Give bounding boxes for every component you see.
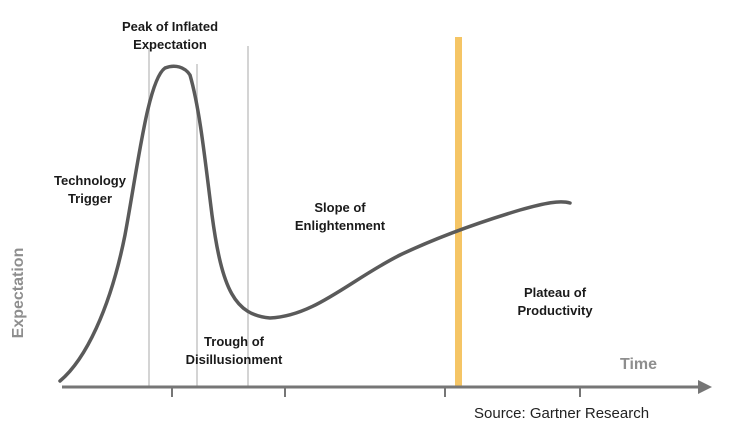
- label-slope-of-enlightenment: Slope of Enlightenment: [285, 199, 395, 235]
- label-peak-line1: Peak of Inflated: [121, 19, 219, 34]
- y-axis-label: Expectation: [10, 247, 27, 339]
- highlight-marker-line: [455, 37, 462, 386]
- source-caption: Source: Gartner Research: [474, 405, 650, 422]
- hype-cycle-curve: [58, 64, 572, 383]
- label-slope-line2: Enlightenment: [294, 218, 386, 233]
- label-peak-line2: Expectation: [133, 37, 207, 52]
- label-plateau-of-productivity: Plateau of Productivity: [500, 284, 610, 320]
- label-plateau-line2: Productivity: [517, 303, 593, 318]
- label-trough-line2: Disillusionment: [185, 352, 283, 367]
- label-trigger-line1: Technology: [54, 173, 126, 188]
- label-technology-trigger: Technology Trigger: [50, 172, 130, 208]
- label-trough-of-disillusionment: Trough of Disillusionment: [178, 333, 290, 369]
- label-plateau-line1: Plateau of: [523, 285, 587, 300]
- x-axis-label: Time: [620, 356, 658, 373]
- label-peak-of-inflated-expectation: Peak of Inflated Expectation: [116, 18, 224, 54]
- label-slope-line1: Slope of: [314, 200, 366, 215]
- label-trough-line1: Trough of: [204, 334, 264, 349]
- time-axis-arrowhead: [698, 380, 712, 394]
- label-trigger-line2: Trigger: [67, 191, 113, 206]
